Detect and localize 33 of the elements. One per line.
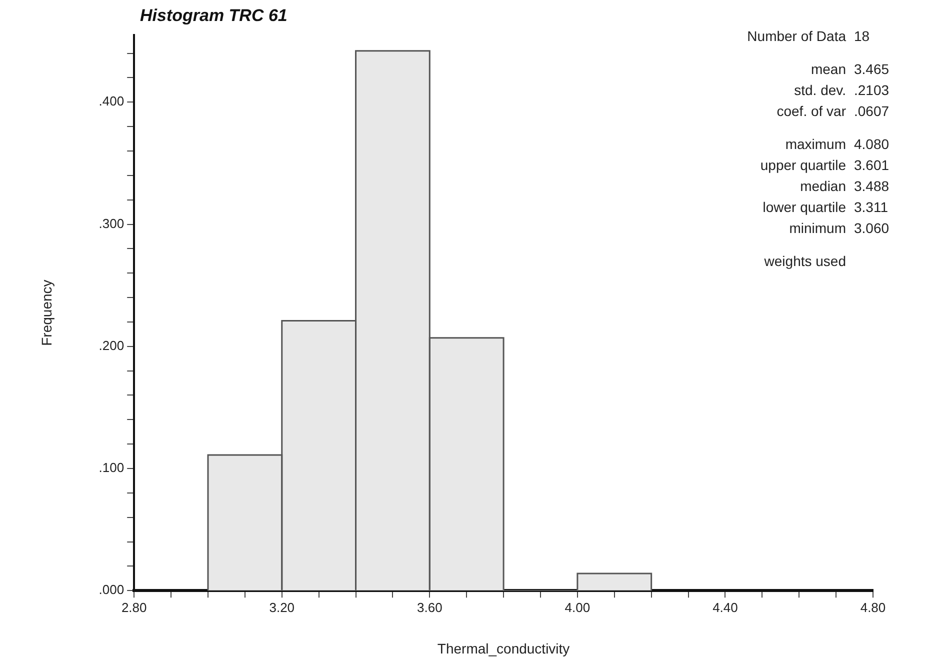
y-tick-label: .200 [98,338,124,353]
annotation: lower quartile [762,199,846,215]
annotation: mean [810,61,846,77]
annotation: 3.488 [854,178,890,194]
annotation: 3.465 [854,61,890,77]
annotation: maximum [785,136,846,152]
annotation: coef. of var [776,103,846,119]
annotation: .2103 [854,82,890,98]
y-axis-title: Frequency [38,280,54,346]
annotation: std. dev. [794,82,846,98]
x-tick-label: 3.20 [269,600,295,615]
x-tick-label: 2.80 [121,600,147,615]
x-tick-label: 4.80 [860,600,886,615]
x-tick-label: 4.00 [564,600,590,615]
annotation: 3.311 [854,199,888,215]
chart-title: Histogram TRC 61 [140,6,288,26]
annotation: weights used [764,253,846,269]
x-tick-label: 4.40 [712,600,738,615]
annotation: median [800,178,846,194]
annotation: .0607 [854,103,890,119]
y-tick-label: .000 [98,582,124,598]
y-tick-label: .100 [98,460,124,476]
annotation: 4.080 [854,136,890,152]
annotation: 18 [854,28,870,44]
y-tick-label: .400 [98,94,124,109]
y-tick-label: .300 [98,216,124,231]
annotation: upper quartile [760,157,846,173]
annotation: Number of Data [747,28,846,44]
annotation: minimum [789,220,846,236]
x-axis-title: Thermal_conductivity [437,640,570,656]
x-tick-label: 3.60 [417,600,442,615]
annotation: 3.601 [854,157,890,173]
annotation: 3.060 [854,220,890,236]
